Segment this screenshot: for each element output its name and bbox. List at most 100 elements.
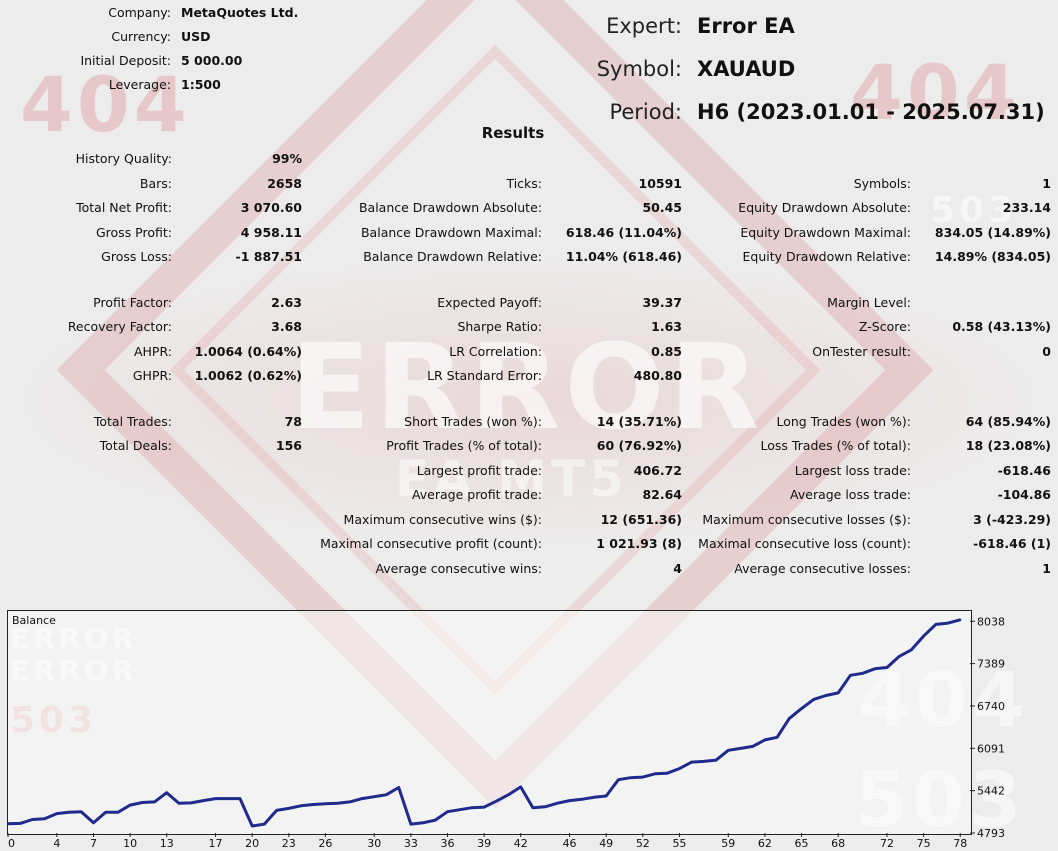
largest-loss-trade-label: Largest loss trade: — [794, 463, 911, 478]
x-tick-label: 78 — [953, 837, 967, 850]
balance-point — [434, 818, 437, 822]
total-trades-value: 78 — [284, 414, 302, 429]
balance-point — [568, 799, 571, 802]
balance-point — [385, 793, 388, 796]
balance-drawdown-relative-label: Balance Drawdown Relative: — [363, 249, 542, 264]
profit-factor-label: Profit Factor: — [93, 295, 172, 310]
currency-label: Currency: — [111, 29, 171, 44]
expert-value: Error EA — [697, 14, 795, 38]
balance-drawdown-absolute-value: 50.45 — [642, 200, 682, 215]
balance-point — [360, 797, 364, 800]
y-tick-label: 8038 — [977, 615, 1005, 628]
gross-loss-value: -1 887.51 — [235, 249, 302, 264]
short-trades-value: 14 (35.71%) — [596, 414, 682, 429]
sharpe-ratio-label: Sharpe Ratio: — [457, 319, 542, 334]
x-tick-label: 36 — [440, 837, 454, 850]
balance-point — [922, 634, 925, 638]
balance-point — [275, 809, 278, 812]
x-tick-label: 65 — [795, 837, 809, 850]
ahpr-label: AHPR: — [133, 344, 172, 359]
profit-factor-value: 2.63 — [271, 295, 302, 310]
largest-profit-trade-label: Largest profit trade: — [416, 463, 542, 478]
x-tick-label: 55 — [672, 837, 686, 850]
balance-point — [812, 698, 815, 701]
expected-payoff-label: Expected Payoff: — [437, 295, 542, 310]
average-consecutive-wins-label: Average consecutive wins: — [375, 561, 542, 576]
history-quality-value: 99% — [272, 151, 302, 166]
balance-point — [92, 821, 95, 824]
balance-point — [617, 778, 620, 781]
y-tick-label: 5442 — [977, 785, 1005, 798]
period-label: Period: — [609, 100, 682, 124]
balance-point — [336, 801, 339, 805]
max-consecutive-wins-label: Maximum consecutive wins ($): — [343, 512, 542, 527]
balance-point — [348, 800, 352, 804]
company-label: Company: — [108, 5, 171, 20]
balance-point — [873, 667, 876, 670]
balance-point — [312, 803, 315, 806]
balance-point — [214, 797, 217, 800]
average-loss-trade-value: -104.86 — [997, 487, 1051, 502]
balance-point — [189, 801, 193, 805]
balance-point — [824, 694, 828, 697]
ticks-value: 10591 — [638, 176, 683, 191]
balance-point — [495, 800, 498, 803]
x-tick-label: 17 — [209, 837, 223, 850]
total-deals-label: Total Deals: — [99, 438, 172, 453]
balance-point — [604, 794, 608, 798]
x-tick-label: 59 — [721, 837, 735, 850]
balance-point — [519, 785, 522, 789]
long-trades-label: Long Trades (won %): — [776, 414, 911, 429]
x-tick-label: 52 — [636, 837, 650, 850]
balance-point — [543, 805, 547, 808]
balance-point — [250, 824, 254, 828]
x-tick-label: 30 — [367, 837, 381, 850]
gross-loss-label: Gross Loss: — [101, 249, 172, 264]
x-tick-label: 46 — [563, 837, 577, 850]
balance-point — [739, 747, 742, 750]
balance-point — [959, 618, 962, 622]
history-quality-label: History Quality: — [75, 151, 172, 166]
equity-drawdown-maximal-label: Equity Drawdown Maximal: — [740, 225, 911, 240]
x-tick-label: 23 — [282, 837, 296, 850]
balance-point — [727, 749, 730, 752]
balance-point — [116, 811, 120, 814]
bars-value: 2658 — [267, 176, 302, 191]
balance-point — [165, 791, 168, 794]
balance-point — [946, 621, 950, 625]
balance-point — [409, 822, 413, 826]
balance-point — [19, 822, 22, 825]
balance-point — [885, 666, 889, 669]
x-tick-label: 7 — [90, 837, 97, 850]
short-trades-label: Short Trades (won %): — [404, 414, 542, 429]
balance-point — [238, 797, 242, 800]
margin-level-label: Margin Level: — [827, 295, 911, 310]
balance-point — [800, 707, 803, 710]
total-trades-label: Total Trades: — [93, 414, 172, 429]
balance-point — [788, 717, 791, 720]
balance-point — [263, 822, 266, 826]
balance-point — [397, 786, 400, 789]
balance-point — [67, 811, 71, 814]
balance-drawdown-relative-value: 11.04% (618.46) — [565, 249, 682, 264]
lr-standard-error-label: LR Standard Error: — [427, 368, 542, 383]
x-tick-label: 13 — [160, 837, 174, 850]
balance-point — [226, 797, 229, 800]
y-axis-ticks: 4793 5442 6091 6740 7389 8038 — [970, 615, 1005, 840]
x-tick-label: 75 — [917, 837, 931, 850]
equity-drawdown-absolute-value: 233.14 — [1002, 200, 1051, 215]
max-consecutive-losses-label: Maximum consecutive losses ($): — [702, 512, 911, 527]
balance-drawdown-absolute-label: Balance Drawdown Absolute: — [358, 200, 542, 215]
equity-drawdown-maximal-value: 834.05 (14.89%) — [934, 225, 1051, 240]
balance-point — [763, 738, 767, 742]
lr-correlation-label: LR Correlation: — [449, 344, 542, 359]
x-tick-label: 39 — [477, 837, 491, 850]
x-tick-label: 20 — [245, 837, 259, 850]
balance-point — [43, 817, 46, 821]
company-value: MetaQuotes Ltd. — [181, 5, 299, 20]
average-profit-trade-value: 82.64 — [642, 487, 682, 502]
y-tick-label: 6740 — [977, 700, 1005, 713]
equity-drawdown-absolute-label: Equity Drawdown Absolute: — [738, 200, 911, 215]
balance-point — [287, 807, 290, 810]
maximal-consecutive-profit-value: 1 021.93 (8) — [596, 536, 682, 551]
